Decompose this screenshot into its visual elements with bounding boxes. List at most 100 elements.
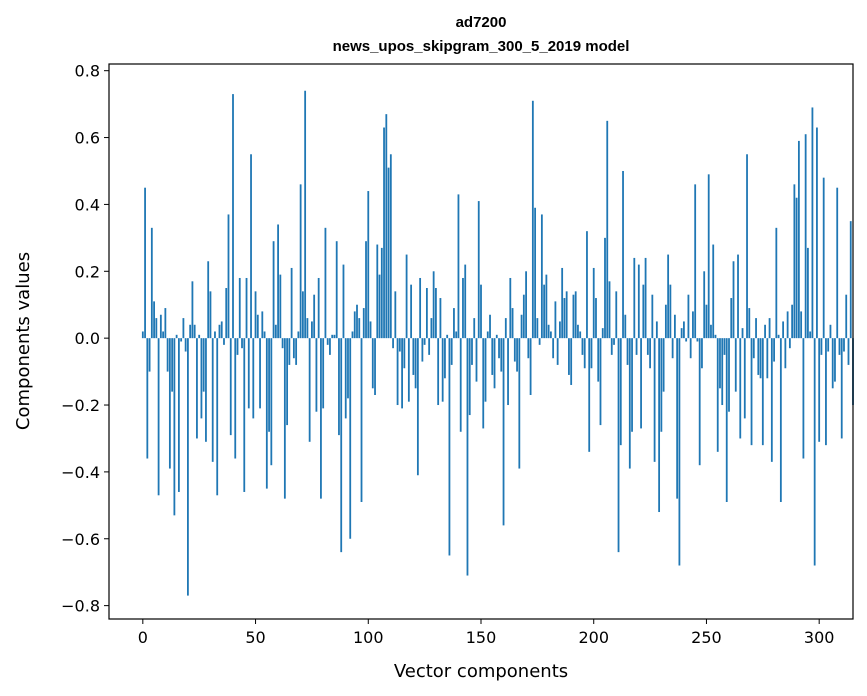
chart-title-line-2: news_upos_skipgram_300_5_2019 model [333, 38, 630, 55]
bar [737, 254, 739, 339]
bar [820, 338, 823, 355]
bar [583, 338, 586, 369]
bar [669, 284, 672, 339]
bar [635, 338, 638, 355]
x-tick-label: 250 [691, 628, 722, 647]
bar [840, 338, 843, 439]
bar [468, 338, 471, 416]
bar [398, 338, 401, 352]
bar [265, 338, 268, 489]
bar [673, 314, 676, 339]
bar [430, 318, 433, 339]
bar [432, 271, 435, 339]
bar [831, 338, 834, 389]
bar [671, 338, 674, 359]
bar [250, 154, 252, 339]
bar [482, 338, 485, 429]
bar [655, 321, 658, 339]
bar [640, 338, 642, 429]
bar [209, 291, 212, 339]
bar [290, 267, 293, 339]
bar [288, 338, 291, 365]
bar [579, 331, 582, 339]
bar [529, 338, 532, 395]
bar [171, 338, 174, 392]
bar [223, 338, 225, 345]
bar [367, 191, 370, 339]
bar [586, 231, 588, 339]
bar [577, 324, 579, 339]
bar [351, 331, 354, 339]
bar [329, 338, 331, 355]
bar [734, 338, 737, 392]
bar [628, 338, 631, 469]
bar [317, 277, 320, 339]
bar [344, 338, 347, 419]
bar [570, 338, 573, 385]
bar [340, 338, 343, 553]
y-tick-label: −0.2 [61, 396, 100, 415]
bar [608, 281, 611, 339]
bar [392, 338, 394, 349]
bar [793, 184, 796, 339]
bar [410, 284, 413, 339]
bar [306, 318, 309, 339]
bar [615, 291, 618, 339]
bar [597, 338, 600, 382]
bar [475, 338, 478, 382]
bar [595, 298, 597, 339]
bar [813, 338, 816, 566]
y-tick-label: 0.6 [75, 129, 100, 148]
bar [698, 338, 701, 466]
bar [369, 321, 372, 339]
bar [748, 308, 751, 339]
bar [473, 318, 476, 339]
bar [387, 167, 390, 339]
bar [710, 324, 712, 339]
bar [604, 237, 606, 339]
bar [757, 338, 760, 375]
x-axis-ticks: 0 50 100 150 200 250 300 [138, 619, 834, 647]
bar [380, 247, 383, 339]
bar [804, 134, 807, 339]
bar [599, 338, 602, 426]
bar [522, 294, 525, 339]
bar [376, 244, 379, 339]
bar [687, 294, 690, 339]
bar [254, 291, 257, 339]
bar [816, 127, 818, 339]
bar [493, 338, 496, 389]
bar [414, 338, 417, 389]
y-axis-ticks: −0.8 −0.6 −0.4 −0.2 0.0 0.2 0.4 0.6 0.8 [61, 62, 109, 616]
bar [766, 338, 769, 379]
bar [153, 301, 155, 339]
bar [450, 338, 453, 365]
bar [412, 338, 415, 375]
bar [150, 227, 153, 339]
bar [755, 318, 757, 339]
bar [743, 338, 746, 419]
bar [624, 314, 627, 339]
bar [371, 338, 374, 389]
bar [256, 314, 259, 339]
bar [610, 338, 613, 355]
bar [236, 338, 239, 355]
bar [701, 338, 703, 369]
bar [626, 338, 629, 365]
bar [784, 338, 787, 369]
bar [243, 338, 246, 492]
bars-group [141, 90, 854, 596]
bar [333, 334, 336, 339]
bar [662, 338, 665, 392]
bar [311, 321, 313, 339]
bar [297, 331, 300, 339]
bar [788, 338, 791, 349]
bar [565, 291, 568, 339]
bar [601, 328, 604, 339]
bar [495, 334, 498, 339]
bar [261, 311, 264, 339]
bar [540, 214, 543, 339]
bar [216, 338, 219, 496]
bar [664, 304, 667, 339]
bar [797, 140, 800, 339]
